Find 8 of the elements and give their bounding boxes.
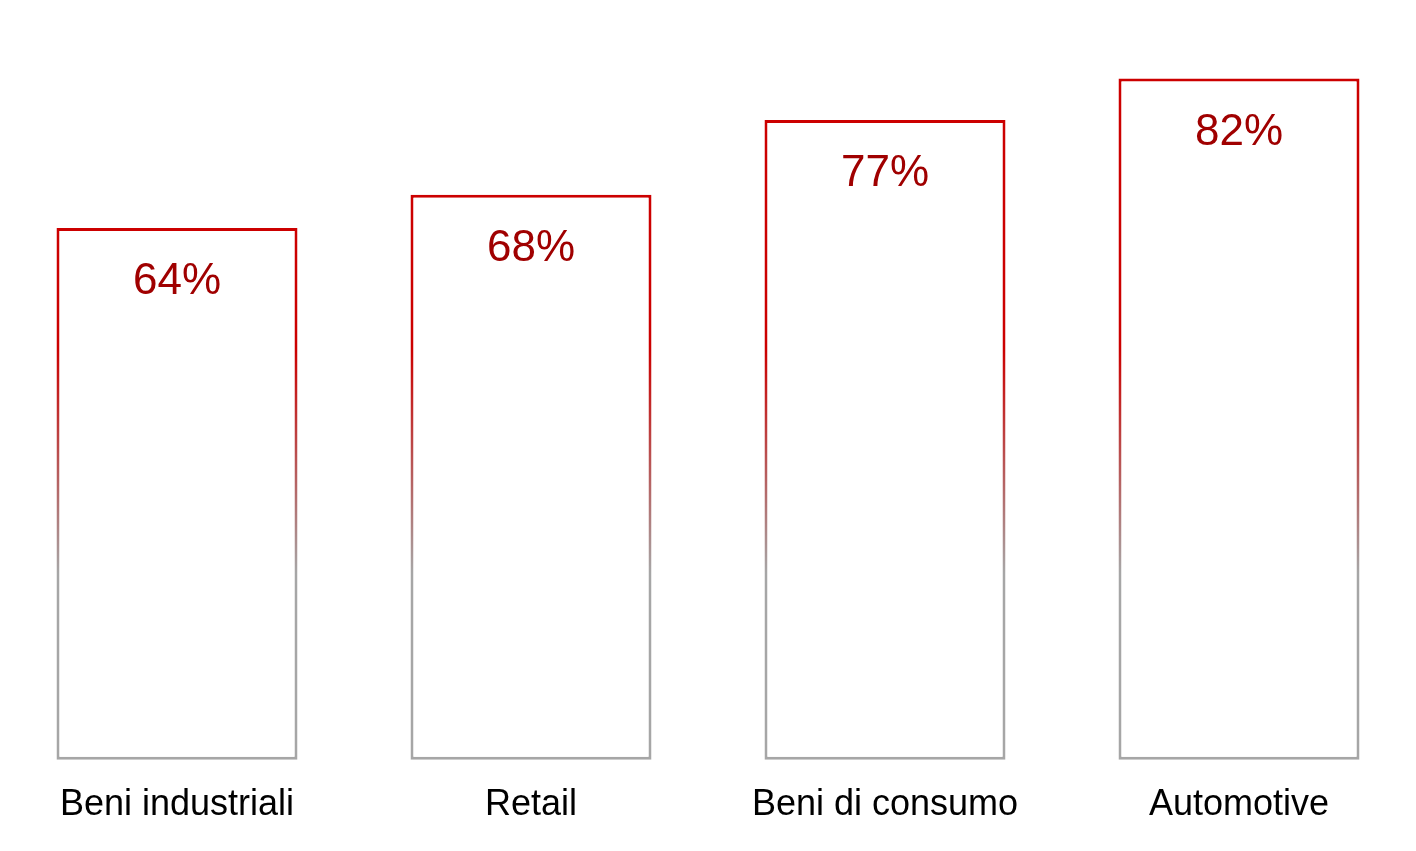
data-label: 82% <box>1194 104 1284 154</box>
data-label: 77% <box>840 146 930 196</box>
data-label: 64% <box>132 254 222 304</box>
x-tick-label: Automotive <box>1148 782 1330 824</box>
x-tick-label: Retail <box>484 782 578 824</box>
data-label: 68% <box>486 220 576 270</box>
x-tick-label: Beni di consumo <box>751 782 1019 824</box>
x-tick-label: Beni industriali <box>59 782 295 824</box>
